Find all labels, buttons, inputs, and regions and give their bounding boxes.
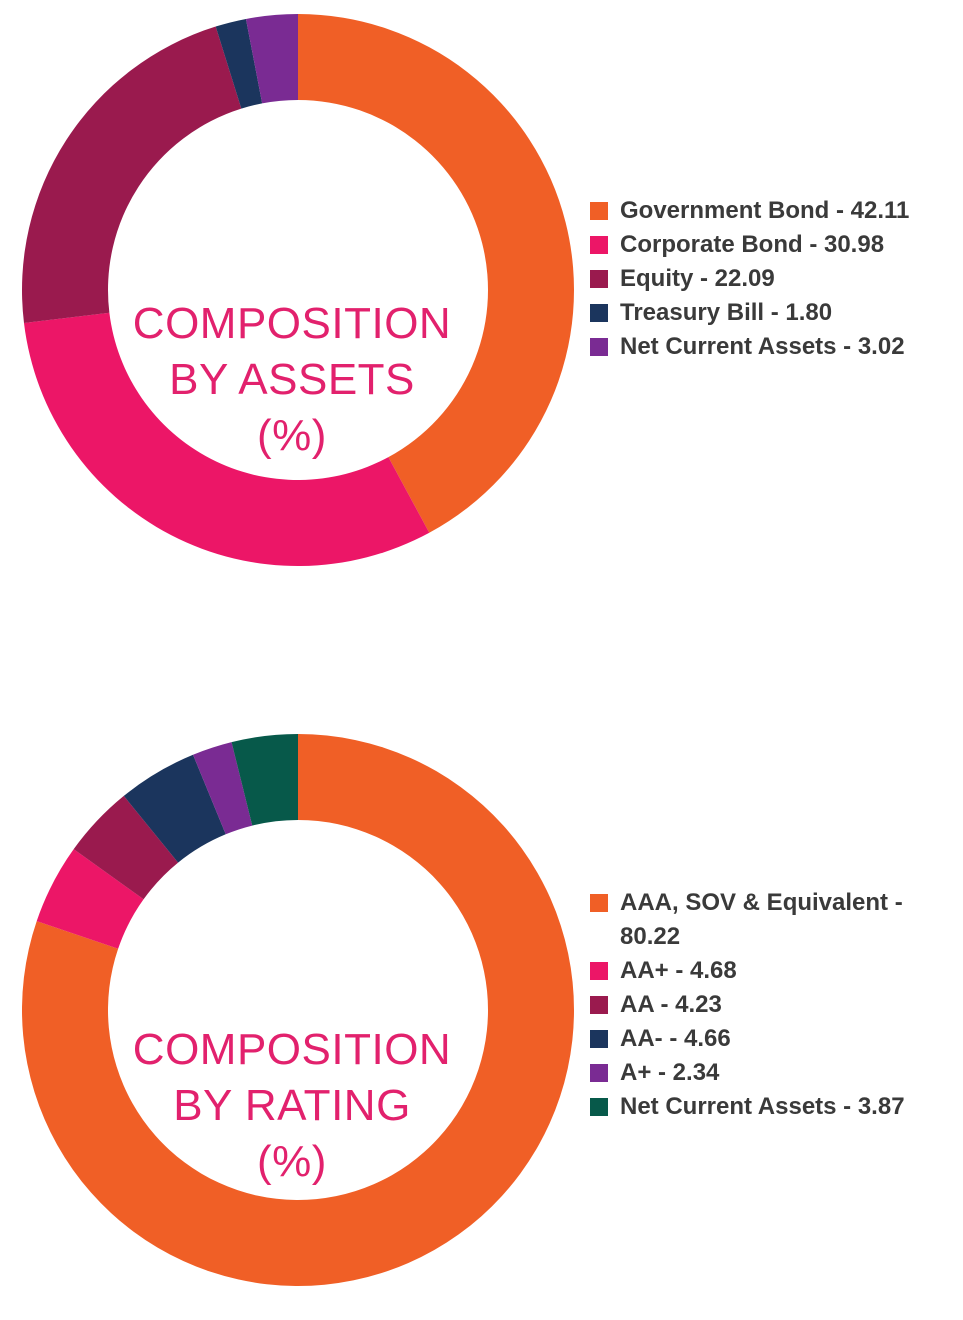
rating-slice-aa+ [36,849,144,949]
assets-donut [22,14,575,566]
rating-title-line-3: (%) [257,1137,327,1186]
legend-label: Net Current Assets - 3.87 [620,1093,905,1120]
legend-label: Net Current Assets - 3.02 [620,333,905,360]
assets-title-line-2: BY ASSETS [169,355,415,404]
legend-swatch [590,1064,608,1082]
legend-label: AA - 4.23 [620,991,722,1018]
legend-swatch [590,236,608,254]
legend-label: Corporate Bond - 30.98 [620,231,885,258]
legend-item: AA - 4.23 [590,988,955,1022]
rating-title-line-2: BY RATING [173,1081,411,1130]
legend-item: Government Bond - 42.11 [590,194,955,228]
rating-center-title: COMPOSITION BY RATING (%) [92,1022,492,1190]
assets-title-line-3: (%) [257,411,327,460]
assets-legend: Government Bond - 42.11 Corporate Bond -… [590,194,955,364]
rating-title-line-1: COMPOSITION [132,1025,452,1074]
legend-label: Government Bond - 42.11 [620,197,910,224]
rating-donut [22,734,575,1286]
legend-label: Equity - 22.09 [620,265,775,292]
assets-slice-treasury-bill [215,18,263,109]
assets-slice-government-bond [298,14,575,533]
legend-swatch [590,962,608,980]
legend-item: AA- - 4.66 [590,1022,955,1056]
legend-item: AAA, SOV & Equivalent - 80.22 [590,886,955,954]
legend-swatch [590,996,608,1014]
legend-swatch [590,202,608,220]
assets-slice-equity [22,26,242,324]
legend-swatch [590,304,608,322]
legend-label: A+ - 2.34 [620,1059,720,1086]
rating-slice-aa [73,795,179,900]
legend-item: A+ - 2.34 [590,1056,955,1090]
legend-swatch [590,270,608,288]
rating-chart: COMPOSITION BY RATING (%) AAA, SOV & Equ… [0,720,963,1315]
legend-label: AA- - 4.66 [620,1025,731,1052]
rating-legend: AAA, SOV & Equivalent - 80.22 AA+ - 4.68… [590,886,955,1124]
legend-item: Treasury Bill - 1.80 [590,296,955,330]
rating-slice-aa [123,754,226,863]
legend-swatch [590,338,608,356]
assets-center-title: COMPOSITION BY ASSETS (%) [92,296,492,464]
legend-item: Corporate Bond - 30.98 [590,228,955,262]
legend-item: Equity - 22.09 [590,262,955,296]
assets-chart: COMPOSITION BY ASSETS (%) Government Bon… [0,0,963,600]
assets-slice-net-current-assets [245,14,298,104]
assets-title-line-1: COMPOSITION [132,299,452,348]
rating-slice-net-current-assets [231,734,298,826]
legend-item: Net Current Assets - 3.87 [590,1090,955,1124]
rating-slice-aaa-sov-equivalent [22,734,575,1286]
assets-slice-corporate-bond [23,312,430,566]
legend-swatch [590,894,608,912]
rating-slice-a+ [193,742,253,835]
legend-label: Treasury Bill - 1.80 [620,299,833,326]
legend-item: Net Current Assets - 3.02 [590,330,955,364]
legend-label: AA+ - 4.68 [620,957,737,984]
legend-swatch [590,1098,608,1116]
legend-label: AAA, SOV & Equivalent - 80.22 [620,889,903,950]
legend-item: AA+ - 4.68 [590,954,955,988]
legend-swatch [590,1030,608,1048]
